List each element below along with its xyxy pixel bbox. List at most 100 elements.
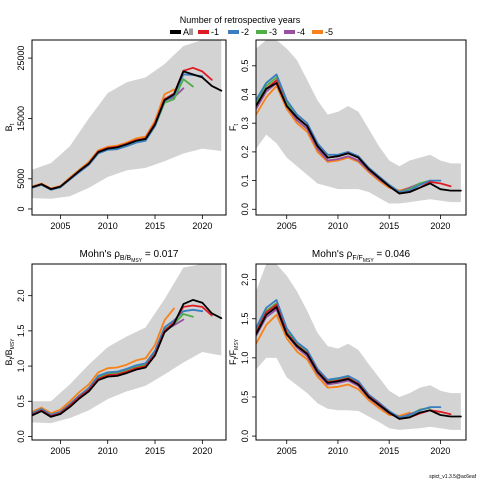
x-tick-label: 2010 [328,446,348,456]
y-tick-label: 0.5 [16,395,26,408]
x-tick-label: 2005 [50,221,70,231]
y-label-main: F [228,359,238,365]
y-tick-label: 0.0 [16,430,26,443]
panel-1: 2005 2010 2015 2020 0 5000 15000 25000 Bt [4,39,227,231]
x-tick-label: 2020 [430,446,450,456]
y-tick-label: 0.5 [240,60,250,73]
y-label-main: F [228,125,238,131]
plot-area [32,264,223,424]
series-line--5 [256,85,411,192]
y-tick-label: 0.0 [240,203,250,216]
legend-title: Number of retrospective years [180,15,301,25]
x-tick-label: 2015 [379,221,399,231]
confidence-band [32,264,222,424]
series-line--2 [32,308,204,416]
x-tick-label: 2020 [430,221,450,231]
confidence-band [32,40,222,199]
plot-frame [255,39,467,216]
y-tick-label: 0.4 [240,88,250,101]
plot-frame [31,39,227,216]
legend-label: -4 [297,27,305,37]
y-tick-label: 0.0 [240,430,250,443]
x-tick-label: 2010 [98,221,118,231]
legend-entry: -2 [228,27,249,37]
y-label-sub2: MSY [234,338,240,350]
y-label-sub2: MSY [10,338,16,350]
legend-entry: -5 [312,27,333,37]
title-value: = 0.017 [142,249,179,260]
legend-entry: -3 [256,27,277,37]
y-label-main: B [4,360,14,366]
y-tick-label: 0.1 [240,174,250,187]
panel-title: Mohn's ρF/FMSY = 0.046 [312,249,411,264]
y-label-mid: /F [228,349,238,358]
series-line-All [32,299,223,418]
x-tick-label: 2020 [192,446,212,456]
plot-area [256,264,462,430]
title-value: = 0.046 [374,249,411,260]
legend-entry: -4 [284,27,305,37]
y-label-sub: t [234,124,240,126]
x-tick-label: 2015 [379,446,399,456]
version-footer: spict_v1.3.5@ac6eaf [429,474,476,480]
y-tick-label: 1.0 [240,352,250,365]
plot-frame [255,263,467,441]
legend-swatch [170,30,181,34]
series-line-All [32,70,223,190]
legend-label: All [183,27,193,37]
panel-3: 2005 2010 2015 20200.00.51.01.52.0Bt/BMSYMo… [4,249,227,456]
legend-label: -3 [269,27,277,37]
y-axis-label: Bt [4,123,16,131]
y-tick-label: 0.5 [240,391,250,404]
y-tick-label: 2.0 [240,273,250,286]
legend-swatch [284,30,295,34]
series-line--5 [32,307,175,415]
series-line-All [256,306,462,420]
legend-label: -1 [211,27,219,37]
x-tick-label: 2005 [277,221,297,231]
y-tick-label: 0 [16,206,26,211]
y-tick-label: 0.3 [240,117,250,130]
title-subsub: MSY [363,258,375,264]
legend: Number of retrospective years All -1 -2 -3 -… [170,15,333,37]
panel-2: 2005 2010 2015 2020 0.0 0.1 0.2 0.3 0.4 0.5 Ft [228,39,467,231]
x-tick-label: 2020 [192,221,212,231]
y-tick-label: 1.5 [16,325,26,338]
panel-title: Mohn's ρB/BMSY = 0.017 [80,249,179,264]
confidence-band [256,40,461,204]
y-tick-label: 5000 [16,169,26,189]
legend-entry: All [170,27,193,37]
title-subsub: MSY [131,258,143,264]
series-line-All [256,82,462,195]
legend-entries: All -1 -2 -3 -4 -5 [170,27,333,37]
legend-swatch [198,30,209,34]
x-tick-label: 2010 [98,446,118,456]
confidence-band [256,264,461,430]
y-axis-label: Ft [228,124,240,132]
x-tick-label: 2010 [328,221,348,231]
chart-panels: 2005 2010 2015 2020 0 5000 15000 25000 Bt 2005 201… [4,39,467,456]
y-tick-label: 2.0 [16,289,26,302]
y-tick-label: 0.2 [240,146,250,159]
title-main: Mohn's ρ [80,249,121,260]
y-tick-label: 1.0 [16,360,26,373]
legend-label: -5 [325,27,333,37]
y-tick-label: 25000 [16,46,26,71]
series-line--5 [256,313,411,417]
y-label-main: B [4,125,14,131]
y-tick-label: 15000 [16,106,26,131]
x-tick-label: 2005 [50,446,70,456]
legend-label: -2 [241,27,249,37]
legend-swatch [228,30,239,34]
y-label-sub: t [234,358,240,360]
title-sub: F/F [352,255,363,262]
plot-frame [31,263,227,441]
legend-swatch [256,30,267,34]
x-tick-label: 2015 [145,221,165,231]
legend-swatch [312,30,323,34]
y-label-mid: /B [4,349,14,358]
series-line--2 [256,73,442,193]
y-label-sub: t [10,358,16,360]
y-axis-label: Bt/BMSY [4,338,16,366]
